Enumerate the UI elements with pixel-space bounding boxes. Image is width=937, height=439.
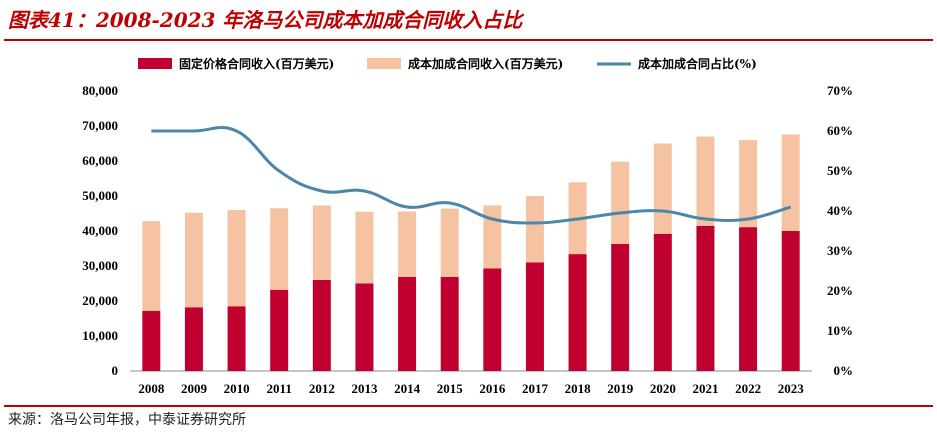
x-tick-label: 2008 — [138, 381, 165, 396]
right-y-axis: 0% 10% 20% 30% 40% 50% 60% 70% — [827, 83, 853, 378]
right-tick-label: 50% — [827, 163, 853, 178]
x-tick-label: 2011 — [267, 381, 292, 396]
right-tick-label: 20% — [827, 283, 853, 298]
bar-fixed-price — [696, 225, 715, 371]
bar-cost-plus — [483, 205, 502, 269]
x-tick-label: 2023 — [778, 381, 805, 396]
bar-cost-plus — [739, 140, 758, 228]
x-tick-label: 2016 — [479, 381, 506, 396]
bar-fixed-price — [781, 231, 800, 371]
chart-title: 图表41：2008-2023 年洛马公司成本加成合同收入占比 — [8, 8, 523, 32]
left-tick-label: 60,000 — [82, 153, 118, 168]
right-tick-label: 30% — [827, 243, 853, 258]
x-tick-label: 2014 — [394, 381, 421, 396]
left-tick-label: 10,000 — [82, 328, 118, 343]
right-tick-label: 0% — [834, 363, 854, 378]
legend-label: 成本加成合同占比(%) — [638, 56, 757, 71]
bar-fixed-price — [568, 254, 587, 371]
bar-fixed-price — [398, 276, 417, 371]
legend-label: 成本加成合同收入(百万美元) — [408, 56, 563, 71]
bar-fixed-price — [739, 227, 758, 371]
bar-fixed-price — [227, 306, 246, 371]
left-tick-label: 70,000 — [82, 118, 118, 133]
bar-cost-plus — [312, 205, 331, 280]
x-tick-label: 2020 — [650, 381, 676, 396]
bar-cost-plus — [142, 221, 161, 311]
x-axis: 2008 2009 2010 2011 2012 2013 2014 2015 2016 2017… — [130, 370, 812, 396]
line-series — [151, 125, 792, 225]
x-tick-label: 2017 — [522, 381, 549, 396]
left-y-axis: 0 10,000 20,000 30,000 40,000 50,000 60,000 70,… — [82, 83, 118, 378]
bar-cost-plus — [525, 196, 544, 263]
bar-cost-plus — [611, 161, 630, 244]
right-tick-label: 40% — [827, 203, 853, 218]
bar-fixed-price — [142, 310, 161, 371]
x-tick-label: 2018 — [565, 381, 592, 396]
bar-fixed-price — [525, 262, 544, 371]
right-tick-label: 70% — [827, 83, 853, 98]
x-tick-label: 2019 — [607, 381, 634, 396]
bar-fixed-price — [440, 276, 459, 371]
x-tick-label: 2009 — [181, 381, 208, 396]
right-tick-label: 10% — [827, 323, 853, 338]
title-divider — [4, 39, 933, 41]
left-tick-label: 0 — [112, 363, 119, 378]
left-tick-label: 40,000 — [82, 223, 118, 238]
bar-cost-plus — [227, 210, 246, 307]
bar-cost-plus — [270, 208, 289, 290]
bar-cost-plus — [653, 143, 672, 234]
share-line — [151, 125, 792, 225]
x-tick-label: 2021 — [692, 381, 718, 396]
left-tick-label: 20,000 — [82, 293, 118, 308]
x-tick-label: 2010 — [224, 381, 250, 396]
left-tick-label: 80,000 — [82, 83, 118, 98]
bar-cost-plus — [184, 212, 203, 308]
bar-fixed-price — [270, 289, 289, 371]
legend-swatch — [138, 58, 172, 69]
left-tick-label: 30,000 — [82, 258, 118, 273]
x-tick-label: 2015 — [437, 381, 464, 396]
bar-fixed-price — [483, 268, 502, 371]
bar-cost-plus — [781, 134, 800, 231]
bar-series — [142, 134, 800, 371]
x-tick-label: 2022 — [735, 381, 761, 396]
bar-fixed-price — [653, 233, 672, 371]
bar-fixed-price — [312, 280, 331, 371]
bar-cost-plus — [355, 211, 374, 284]
bar-fixed-price — [184, 307, 203, 371]
x-tick-label: 2012 — [309, 381, 335, 396]
right-tick-label: 60% — [827, 123, 853, 138]
source-divider — [4, 405, 933, 407]
bar-fixed-price — [355, 283, 374, 371]
bar-fixed-price — [611, 243, 630, 371]
x-tick-label: 2013 — [351, 381, 378, 396]
legend: 固定价格合同收入(百万美元) 成本加成合同收入(百万美元) 成本加成合同占比(%) — [138, 56, 757, 71]
legend-label: 固定价格合同收入(百万美元) — [179, 56, 334, 71]
bar-cost-plus — [398, 211, 417, 277]
legend-swatch — [367, 58, 401, 69]
bar-cost-plus — [440, 208, 459, 277]
bar-cost-plus — [696, 136, 715, 226]
left-tick-label: 50,000 — [82, 188, 118, 203]
source-note: 来源：洛马公司年报，中泰证券研究所 — [8, 412, 246, 428]
